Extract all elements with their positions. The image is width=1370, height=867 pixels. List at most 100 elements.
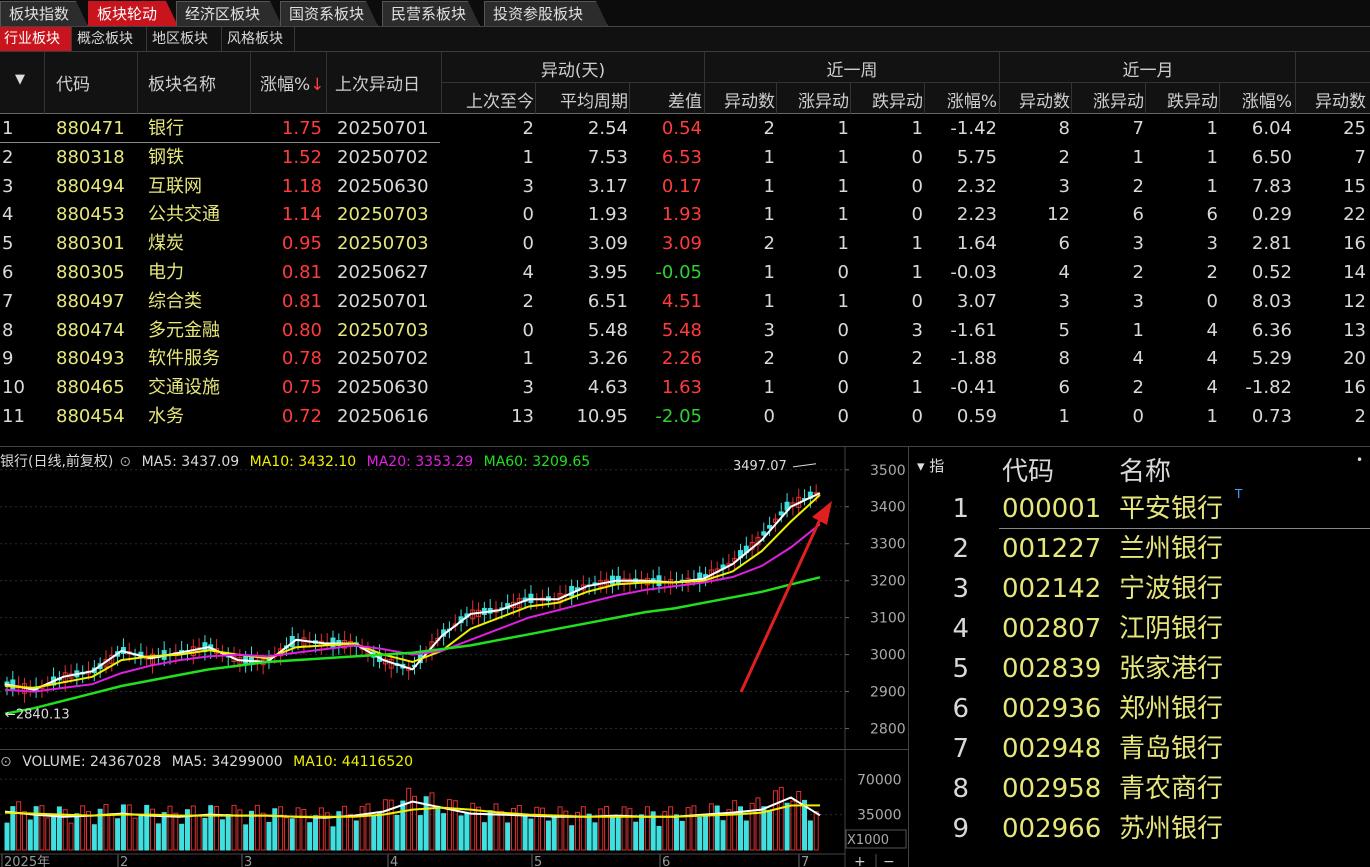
- table-row[interactable]: 9 880493 软件服务 0.78 20250702 1 3.26 2.26 2 0 2 -1.88…: [0, 344, 1370, 373]
- header-name[interactable]: 板块名称: [148, 75, 216, 95]
- stock-row[interactable]: 9 002966 苏州银行: [909, 809, 1370, 849]
- stock-row[interactable]: 8 002958 青农商行: [909, 769, 1370, 809]
- settings-icon[interactable]: ⊙: [119, 454, 132, 470]
- table-row[interactable]: 4 880453 公共交通 1.14 20250703 0 1.93 1.93 1 1 0 2.23 1…: [0, 200, 1370, 229]
- stock-row[interactable]: 1 000001 平安银行 T: [909, 487, 1370, 529]
- table-row[interactable]: 1 880471 银行 1.75 20250701 2 2.54 0.54 2 1 1 -1.42 8 7…: [0, 114, 1370, 143]
- header-month-up[interactable]: 涨异动: [1093, 92, 1144, 112]
- table-row[interactable]: 6 880305 电力 0.81 20250627 4 3.95 -0.05 1 0 1 -0.03 4…: [0, 258, 1370, 287]
- divider: [535, 83, 536, 114]
- x-axis-label: 2: [120, 855, 128, 867]
- cell-w-pct: -0.41: [950, 377, 997, 399]
- cell-w-cnt: 2: [763, 118, 775, 139]
- volume-bar: [342, 805, 348, 851]
- table-row[interactable]: 3 880494 互联网 1.18 20250630 3 3.17 0.17 1 1 0 2.32 3 2…: [0, 172, 1370, 201]
- cell-since: 0: [522, 204, 534, 226]
- volume-chart[interactable]: ⊙ VOLUME: 24367028 MA5: 34299000 MA10: 4…: [0, 749, 908, 867]
- header-month-down[interactable]: 跌异动: [1167, 92, 1218, 112]
- header-last-date[interactable]: 上次异动日: [335, 75, 420, 95]
- cell-m-pct: 7.83: [1251, 175, 1292, 197]
- header-avg-period[interactable]: 平均周期: [560, 92, 628, 112]
- stock-row[interactable]: 7 002948 青岛银行: [909, 729, 1370, 769]
- cell-since: 1: [522, 348, 534, 370]
- volume-bar: [604, 806, 610, 851]
- tab-sector-rotation[interactable]: 板块轮动: [88, 1, 178, 26]
- stock-row[interactable]: 2 001227 兰州银行: [909, 529, 1370, 569]
- header-since-last[interactable]: 上次至今: [466, 92, 534, 112]
- volume-bar: [56, 806, 62, 851]
- stock-row[interactable]: 4 002807 江阴银行: [909, 609, 1370, 649]
- cell-m-dn: 3: [1206, 233, 1218, 255]
- cell-m-up: 6: [1132, 204, 1144, 226]
- subtab-region[interactable]: 地区板块: [148, 27, 222, 51]
- header-week-down[interactable]: 跌异动: [872, 92, 923, 112]
- zoom-in-button[interactable]: +: [854, 854, 866, 867]
- stock-code: 002936: [1002, 694, 1102, 724]
- cell-m-up: 2: [1132, 377, 1144, 399]
- sub-tab-bar: 行业板块 概念板块 地区板块 风格板块: [0, 27, 1370, 52]
- price-tick-label: 3100: [870, 611, 906, 627]
- volume-bar: [313, 815, 319, 851]
- cell-w-pct: -1.42: [950, 118, 997, 139]
- divider: [441, 52, 442, 114]
- header-code[interactable]: 代码: [56, 75, 90, 95]
- header-week-pct[interactable]: 涨幅%: [946, 92, 997, 112]
- table-row[interactable]: 11 880454 水务 0.72 20250616 13 10.95 -2.05 0 0 0 0.5…: [0, 402, 1370, 431]
- header-diff[interactable]: 差值: [668, 92, 702, 112]
- cell-avg: 10.95: [576, 406, 628, 427]
- table-row[interactable]: 2 880318 钢铁 1.52 20250702 1 7.53 6.53 1 1 0 5.75 2 1 1…: [0, 143, 1370, 172]
- stock-row[interactable]: 6 002936 郑州银行: [909, 689, 1370, 729]
- header-month-count[interactable]: 异动数: [1019, 92, 1070, 112]
- stock-sort-toggle[interactable]: ▾ 指: [917, 457, 945, 475]
- cell-idx: 1: [2, 118, 14, 139]
- stock-row[interactable]: 3 002142 宁波银行: [909, 569, 1370, 609]
- annotation-arrow-line: [739, 514, 824, 693]
- price-plot[interactable]: 3500 3400 3300 3200 3100 3000 2900 2800 3497.07 ←…: [0, 447, 908, 749]
- cell-x-cnt: 25: [1343, 118, 1366, 139]
- cell-idx: 6: [2, 262, 14, 283]
- series-line-ma20: [4, 523, 821, 693]
- subtab-concept[interactable]: 概念板块: [73, 27, 147, 51]
- cell-m-cnt: 6: [1058, 233, 1070, 255]
- cell-m-cnt: 4: [1058, 262, 1070, 283]
- subtab-industry[interactable]: 行业板块: [0, 27, 72, 51]
- price-chart[interactable]: 银行(日线,前复权) ⊙ MA5: 3437.09 MA10: 3432.10 M…: [0, 446, 908, 749]
- stock-name: 兰州银行: [1119, 534, 1224, 564]
- zoom-out-button[interactable]: −: [883, 854, 895, 867]
- volume-bar: [813, 811, 819, 851]
- tab-state-owned[interactable]: 国资系板块: [280, 1, 378, 26]
- cell-m-pct: 2.81: [1251, 233, 1292, 255]
- sort-arrow-icon[interactable]: ▼: [15, 72, 25, 87]
- stock-col-name[interactable]: 名称: [1119, 457, 1172, 487]
- volume-bar: [10, 806, 16, 851]
- volume-bar: [499, 810, 505, 851]
- cell-w-up: 0: [837, 377, 849, 399]
- tab-sector-index[interactable]: 板块指数: [0, 1, 88, 26]
- table-row[interactable]: 7 880497 综合类 0.81 20250701 2 6.51 4.51 1 1 0 3.07 3 3…: [0, 287, 1370, 316]
- stock-index: 5: [952, 654, 969, 684]
- volume-bar: [377, 812, 383, 851]
- table-row[interactable]: 10 880465 交通设施 0.75 20250630 3 4.63 1.63 1 0 1 -0.4…: [0, 373, 1370, 402]
- header-week-count[interactable]: 异动数: [724, 92, 775, 112]
- header-change[interactable]: 涨幅%↓: [260, 70, 324, 95]
- stock-row[interactable]: 5 002839 张家港行: [909, 649, 1370, 689]
- table-row[interactable]: 5 880301 煤炭 0.95 20250703 0 3.09 3.09 2 1 1 1.64 6 3 3…: [0, 229, 1370, 258]
- stock-name: 江阴银行: [1119, 614, 1224, 644]
- cell-m-up: 7: [1132, 118, 1144, 139]
- volume-plot[interactable]: 70000 35000 2025年 2 3 4 5 6 7 X1000 + −: [0, 750, 908, 867]
- volume-settings-icon[interactable]: ⊙: [0, 754, 12, 770]
- tab-economic-zone[interactable]: 经济区板块: [176, 1, 282, 26]
- cell-code: 880494: [56, 175, 125, 197]
- table-row[interactable]: 8 880474 多元金融 0.80 20250703 0 5.48 5.48 3 0 3 -1.61…: [0, 316, 1370, 345]
- header-week-up[interactable]: 涨异动: [798, 92, 849, 112]
- tab-private[interactable]: 民营系板块: [382, 1, 480, 26]
- price-tick-label: 3500: [870, 463, 906, 479]
- volume-bar: [540, 807, 546, 851]
- stock-col-code[interactable]: 代码: [1002, 457, 1055, 487]
- tab-investment-holding[interactable]: 投资参股板块: [484, 1, 608, 26]
- subtab-style[interactable]: 风格板块: [223, 27, 295, 51]
- cell-diff: -0.05: [655, 262, 702, 283]
- header-extra-count[interactable]: 异动数: [1315, 92, 1366, 112]
- volume-bar: [214, 805, 220, 851]
- header-month-pct[interactable]: 涨幅%: [1241, 92, 1292, 112]
